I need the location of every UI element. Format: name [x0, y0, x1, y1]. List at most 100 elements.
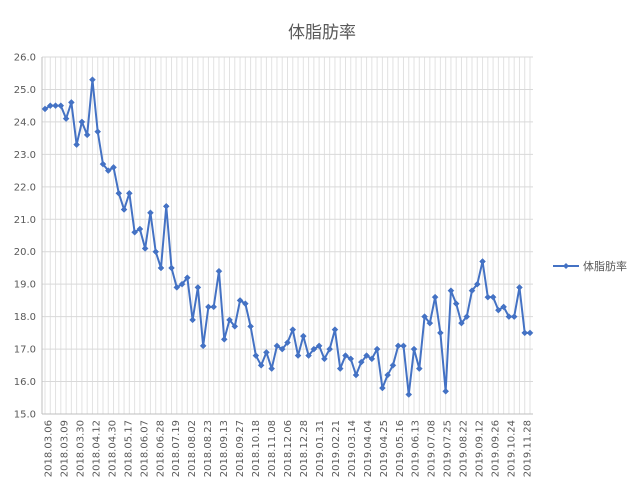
data-point — [400, 342, 407, 350]
y-tick-label: 24.0 — [14, 117, 36, 128]
data-point — [78, 118, 86, 126]
data-point — [115, 189, 123, 197]
data-point — [463, 313, 471, 320]
x-tick-label: 2018.03.06 — [44, 420, 55, 477]
data-point — [447, 287, 455, 295]
x-tick-label: 2019.06.13 — [411, 420, 422, 477]
y-tick-label: 16.0 — [14, 377, 36, 388]
data-point — [94, 128, 102, 135]
legend-marker — [563, 263, 569, 269]
data-point — [299, 332, 307, 340]
data-point — [426, 319, 434, 327]
data-point — [57, 102, 65, 110]
data-point — [131, 228, 138, 236]
y-tick-label: 22.0 — [14, 182, 36, 193]
data-point — [157, 264, 165, 272]
x-tick-label: 2019.07.08 — [427, 420, 438, 477]
data-point — [268, 365, 276, 372]
data-point — [83, 131, 91, 139]
data-point — [495, 306, 502, 314]
data-point — [405, 391, 413, 398]
data-point — [125, 189, 133, 197]
x-tick-label: 2018.10.18 — [251, 420, 262, 477]
data-point — [152, 248, 160, 256]
data-point — [89, 76, 96, 84]
y-tick-label: 20.0 — [14, 247, 36, 258]
x-tick-label: 2018.03.30 — [75, 420, 86, 477]
data-point — [394, 342, 402, 350]
data-point — [484, 293, 492, 301]
x-tick-label: 2019.09.12 — [475, 420, 486, 477]
data-point — [415, 365, 423, 372]
x-tick-label: 2018.12.28 — [299, 420, 310, 477]
y-tick-label: 26.0 — [14, 53, 36, 64]
data-point — [52, 102, 59, 110]
data-point — [273, 342, 281, 350]
x-tick-label: 2018.04.12 — [91, 420, 102, 477]
data-point — [62, 115, 70, 123]
data-point — [226, 316, 233, 324]
data-point — [210, 303, 218, 311]
data-point — [363, 352, 370, 359]
data-point — [46, 102, 54, 110]
y-tick-label: 18.0 — [14, 312, 36, 323]
data-point — [489, 293, 497, 301]
data-point — [452, 300, 460, 308]
data-point — [215, 267, 223, 275]
legend-label: 体脂肪率 — [583, 259, 627, 273]
data-point — [168, 264, 175, 272]
data-point — [231, 323, 239, 330]
data-point — [173, 284, 181, 291]
x-tick-label: 2018.04.30 — [107, 420, 118, 477]
x-tick-label: 2018.11.08 — [267, 420, 278, 477]
data-point — [141, 245, 149, 252]
data-point — [263, 348, 270, 356]
data-point — [384, 371, 392, 379]
data-point — [205, 303, 212, 311]
data-point — [252, 352, 260, 359]
data-point — [442, 387, 450, 395]
x-tick-label: 2019.10.24 — [507, 420, 518, 477]
y-tick-label: 15.0 — [14, 410, 36, 421]
data-point — [257, 361, 265, 369]
data-point — [278, 345, 286, 353]
x-tick-label: 2019.07.25 — [443, 420, 454, 477]
data-point — [336, 365, 344, 372]
data-point — [468, 287, 476, 295]
x-tick-label: 2019.09.26 — [491, 420, 502, 477]
data-point — [99, 160, 107, 168]
data-point — [241, 300, 249, 308]
data-point — [73, 141, 80, 148]
data-point — [183, 274, 191, 282]
data-point — [368, 355, 376, 363]
y-tick-label: 25.0 — [14, 85, 36, 96]
data-point — [458, 319, 465, 327]
data-point — [347, 355, 355, 363]
x-tick-label: 2019.05.16 — [395, 420, 406, 477]
data-point — [294, 352, 302, 359]
data-point — [421, 313, 428, 320]
x-tick-label: 2018.12.06 — [283, 420, 294, 477]
data-point — [473, 280, 481, 288]
data-point — [510, 313, 518, 320]
x-tick-label: 2018.06.28 — [155, 420, 166, 477]
data-point — [352, 371, 360, 379]
data-point — [194, 284, 202, 291]
x-tick-label: 2018.08.02 — [187, 420, 198, 477]
data-point — [199, 342, 207, 350]
data-point — [305, 352, 312, 359]
data-point — [236, 297, 244, 304]
data-point — [410, 345, 418, 353]
data-point — [379, 384, 386, 392]
data-point — [373, 345, 381, 353]
data-point — [315, 342, 323, 350]
y-tick-label: 17.0 — [14, 345, 36, 356]
x-tick-label: 2018.03.09 — [59, 420, 70, 477]
x-tick-label: 2019.02.21 — [331, 420, 342, 477]
data-point — [437, 329, 444, 337]
x-tick-label: 2018.08.23 — [203, 420, 214, 477]
y-tick-label: 23.0 — [14, 150, 36, 161]
x-tick-label: 2019.03.14 — [347, 420, 358, 477]
